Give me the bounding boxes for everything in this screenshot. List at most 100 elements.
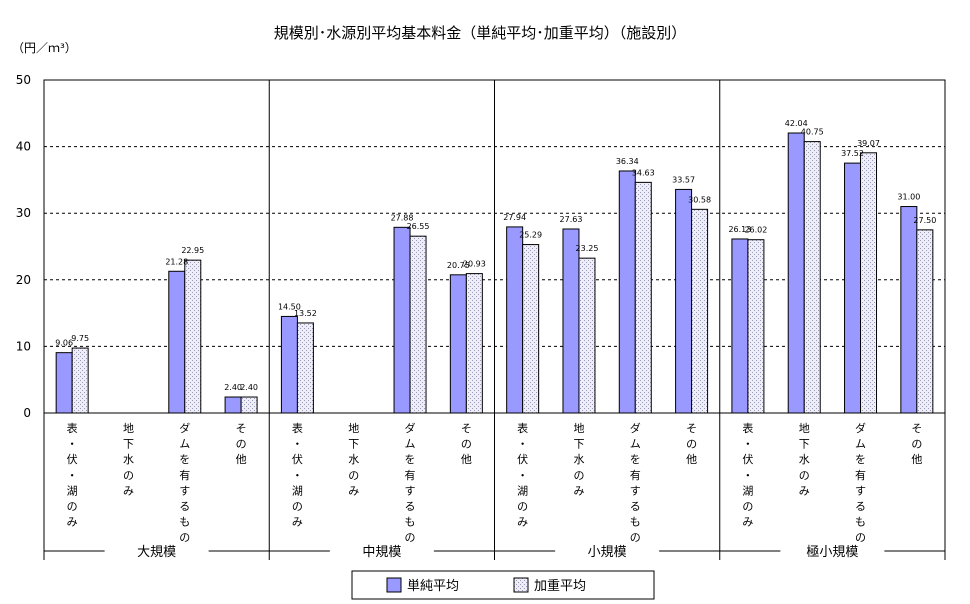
- category-label-char: の: [911, 438, 922, 451]
- bar-weighted-average: [747, 239, 765, 414]
- category-label-char: の: [855, 531, 866, 544]
- data-label: 31.00: [897, 193, 920, 202]
- category-label-char: 伏: [292, 452, 303, 466]
- category-label-char: ム: [405, 438, 416, 451]
- category-label-char: を: [630, 453, 641, 466]
- category-label-char: る: [405, 500, 416, 513]
- data-label: 2.40: [224, 383, 242, 392]
- data-label: 27.94: [503, 213, 526, 222]
- bar-simple-average: [900, 206, 918, 414]
- bar-weighted-average: [578, 257, 596, 414]
- legend-swatch-simple: [386, 577, 402, 593]
- category-label-char: 下: [348, 438, 359, 451]
- bar-simple-average: [393, 226, 411, 414]
- category-label-char: ・: [517, 438, 528, 451]
- group-labels: 大規模 中規模 小規模 極小規模: [44, 544, 945, 560]
- data-label: 26.55: [407, 222, 430, 231]
- chart-title: 規模別･水源別平均基本料金（単純平均･加重平均）（施設別）: [274, 24, 687, 42]
- bar-simple-average: [224, 396, 242, 414]
- data-label: 9.75: [71, 334, 89, 343]
- y-tick-label: 10: [16, 339, 31, 353]
- category-label-char: る: [630, 500, 641, 513]
- data-label: 26.13: [728, 225, 751, 234]
- data-label: 33.57: [672, 175, 695, 184]
- category-label-char: ・: [742, 438, 753, 451]
- category-label-char: ・: [742, 469, 753, 482]
- bar-weighted-average: [522, 244, 540, 414]
- category-label-char: み: [123, 484, 134, 497]
- bar-weighted-average: [409, 235, 427, 414]
- y-tick-label: 0: [23, 406, 31, 420]
- category-label-char: 有: [179, 468, 190, 482]
- category-label-char: み: [742, 516, 753, 529]
- bar-simple-average: [449, 274, 467, 414]
- legend: 単純平均 加重平均: [351, 570, 655, 600]
- data-label: 37.52: [841, 149, 864, 158]
- y-tick-label: 40: [16, 140, 31, 154]
- data-label: 30.58: [688, 195, 711, 204]
- category-label-char: み: [573, 484, 584, 497]
- category-label-char: 水: [348, 453, 359, 466]
- category-label-char: み: [517, 516, 528, 529]
- category-label-char: も: [179, 516, 190, 529]
- data-label: 27.88: [391, 213, 414, 222]
- data-label: 36.34: [616, 157, 639, 166]
- y-tick-label: 50: [16, 73, 31, 87]
- category-label-char: み: [799, 484, 810, 497]
- data-label: 14.50: [278, 302, 301, 311]
- category-label-char: 地: [573, 422, 584, 435]
- category-label-char: の: [517, 500, 528, 513]
- bar-simple-average: [55, 352, 73, 414]
- group-label: 大規模: [137, 545, 176, 560]
- data-label: 22.95: [181, 246, 204, 255]
- y-tick-label: 30: [16, 206, 31, 220]
- category-label-char: 水: [799, 453, 810, 466]
- plot-frame: [43, 79, 946, 560]
- bar-weighted-average: [240, 396, 258, 414]
- bar-weighted-average: [296, 322, 314, 414]
- bar-simple-average: [675, 188, 693, 414]
- bars: [55, 132, 934, 414]
- bar-simple-average: [562, 228, 580, 414]
- category-label-char: ム: [179, 438, 190, 451]
- category-label-char: の: [292, 500, 303, 513]
- y-axis-ticks: 0 10 20 30 40 50: [16, 73, 31, 420]
- category-label-char: そ: [686, 422, 697, 435]
- bar-weighted-average: [465, 273, 483, 414]
- category-label-char: ダ: [630, 421, 641, 435]
- category-label-char: 有: [405, 468, 416, 482]
- category-label-char: 伏: [67, 452, 78, 466]
- category-label-char: の: [686, 438, 697, 451]
- legend-label-simple: 単純平均: [407, 578, 459, 594]
- category-label-char: ・: [292, 438, 303, 451]
- data-label: 25.29: [519, 231, 542, 240]
- group-label: 中規模: [362, 545, 401, 560]
- category-label-char: 有: [855, 468, 866, 482]
- data-label: 20.75: [447, 261, 470, 270]
- bar-weighted-average: [71, 347, 89, 414]
- category-label-char: の: [179, 531, 190, 544]
- category-label-char: ・: [67, 438, 78, 451]
- category-label-char: ・: [67, 469, 78, 482]
- category-label-char: ダ: [179, 421, 190, 435]
- data-label: 9.06: [55, 339, 73, 348]
- category-label-char: そ: [236, 422, 247, 435]
- category-label-char: 湖: [742, 484, 753, 497]
- category-label-char: 地: [799, 422, 810, 435]
- category-label-char: 他: [911, 453, 922, 466]
- category-label-char: も: [855, 516, 866, 529]
- data-label: 20.93: [463, 260, 486, 269]
- legend-swatch-weighted: [513, 577, 529, 593]
- unit-label: （円／ｍ³）: [12, 41, 77, 55]
- category-label-char: 表: [517, 421, 528, 435]
- category-label-char: 伏: [517, 452, 528, 466]
- category-label-char: 湖: [292, 484, 303, 497]
- legend-label-weighted: 加重平均: [534, 578, 586, 594]
- bar-weighted-average: [803, 141, 821, 414]
- category-label-char: も: [630, 516, 641, 529]
- data-label: 34.63: [632, 168, 655, 177]
- category-label-char: の: [236, 438, 247, 451]
- category-label-char: ダ: [405, 421, 416, 435]
- category-label-char: ・: [517, 469, 528, 482]
- bar-simple-average: [618, 170, 636, 414]
